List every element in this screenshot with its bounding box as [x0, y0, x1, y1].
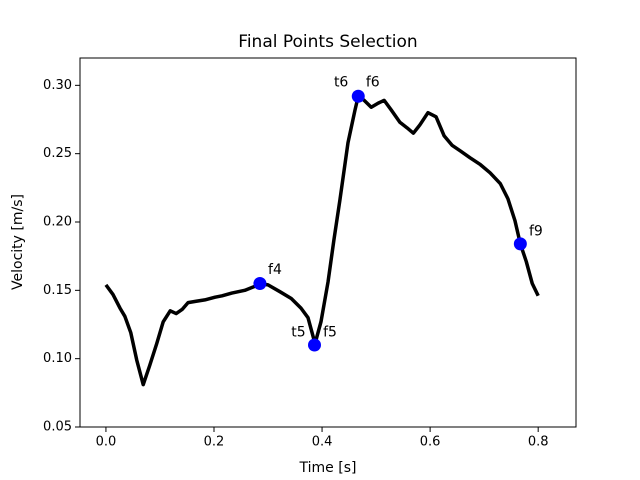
annotation: f6 — [366, 75, 380, 91]
annotation: f9 — [529, 224, 543, 240]
annotation: t5 — [291, 325, 305, 341]
annotation: f5 — [323, 325, 337, 341]
x-tick-label: 0.6 — [420, 435, 441, 450]
y-tick-label: 0.20 — [43, 215, 72, 230]
chart-title: Final Points Selection — [238, 32, 417, 52]
y-tick-label: 0.30 — [43, 78, 72, 93]
x-axis-label: Time [s] — [299, 460, 357, 476]
data-line — [104, 94, 540, 387]
annotation: t6 — [334, 75, 348, 91]
x-tick-label: 0.4 — [312, 435, 333, 450]
point — [513, 237, 527, 251]
y-tick-label: 0.25 — [43, 146, 72, 161]
y-tick-label: 0.10 — [43, 351, 72, 366]
y-axis-label: Velocity [m/s] — [10, 194, 26, 290]
point — [307, 338, 321, 352]
x-tick-label: 0.0 — [96, 435, 117, 450]
point — [253, 277, 267, 290]
annotation: f4 — [268, 262, 282, 278]
y-tick-label: 0.15 — [43, 283, 72, 298]
point — [351, 89, 365, 103]
axes-frame — [79, 57, 577, 428]
x-tick-label: 0.2 — [204, 435, 225, 450]
x-tick-label: 0.8 — [528, 435, 549, 450]
y-tick-label: 0.05 — [43, 420, 72, 435]
